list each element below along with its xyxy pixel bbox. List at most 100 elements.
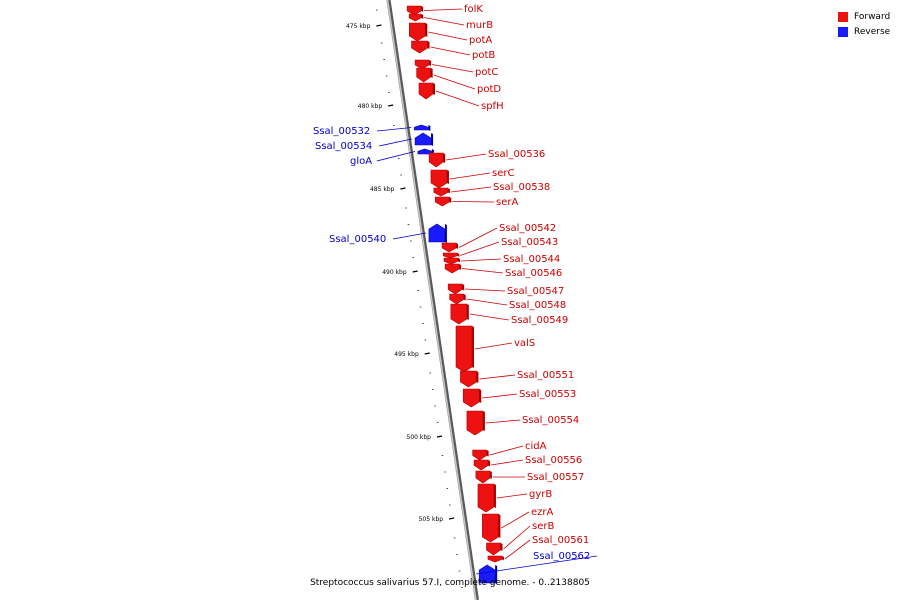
gene-leader-line [424, 8, 463, 11]
gene-glyph [414, 124, 429, 131]
gene-Ssal_00534: Ssal_00534 [315, 132, 434, 152]
gene-label: Ssal_00534 [315, 141, 372, 152]
legend-item-forward: Forward [838, 9, 890, 24]
gene-glyph [428, 152, 444, 168]
gene-glyph [482, 513, 499, 543]
gene-Ssal_00532: Ssal_00532 [313, 124, 431, 137]
gene-Ssal_00549: Ssal_00549 [450, 303, 568, 326]
tick-mark [412, 270, 418, 273]
gene-glyph-side [489, 471, 492, 479]
gene-glyph-side [428, 125, 431, 131]
legend-item-reverse: Reverse [838, 24, 890, 39]
gene-label: Ssal_00553 [519, 389, 576, 400]
tick-495-kbp: 495 kbp [394, 351, 430, 358]
gene-label: Ssal_00536 [488, 149, 545, 160]
gene-glyph-side [429, 60, 432, 66]
gene-glyph [418, 82, 434, 100]
gene-Ssal_00540: Ssal_00540 [329, 223, 447, 245]
gene-glyph [417, 148, 433, 155]
gene-serC: serC [430, 168, 514, 189]
tick-475-kbp: 475 kbp [346, 23, 382, 30]
gene-label: Ssal_00557 [527, 472, 584, 483]
gene-label: serB [532, 521, 554, 532]
gene-leader-line [446, 153, 487, 161]
gene-leader-line [489, 445, 524, 456]
tick-label: 490 kbp [382, 269, 407, 276]
gene-Ssal_00562: Ssal_00562 [476, 551, 598, 584]
gene-glyph-side [456, 243, 459, 249]
tick-label: 485 kbp [370, 186, 395, 193]
gene-label: gyrB [529, 489, 552, 500]
gene-serB: serB [486, 521, 554, 556]
gene-label: Ssal_00556 [525, 455, 582, 466]
gene-glyph [430, 169, 448, 189]
gene-label: Ssal_00547 [507, 286, 564, 297]
tick-mark [388, 104, 394, 107]
gene-potC: potC [414, 59, 498, 78]
tick-490-kbp: 490 kbp [382, 269, 418, 276]
tick-label: 475 kbp [346, 23, 371, 30]
gene-label: potB [472, 50, 495, 61]
gene-valS: valS [455, 325, 535, 373]
gene-Ssal_00536: Ssal_00536 [428, 149, 545, 168]
gene-glyph-side [443, 153, 446, 163]
gene-glyph [434, 196, 450, 207]
forward-swatch [838, 11, 848, 22]
gene-glyph [472, 449, 487, 461]
gene-glyph-side [425, 23, 428, 37]
gene-Ssal_00543: Ssal_00543 [442, 237, 558, 259]
gene-glyph-side [444, 224, 447, 243]
gene-Ssal_00557: Ssal_00557 [475, 470, 584, 484]
gene-glyph-side [488, 460, 491, 467]
gene-label: potA [469, 35, 492, 46]
tick-480-kbp: 480 kbp [358, 103, 394, 110]
gene-leader-line [461, 258, 502, 262]
gene-label: Ssal_00549 [511, 315, 568, 326]
gene-glyph-side [449, 197, 452, 203]
gene-glyph-side [493, 484, 496, 508]
gene-murB: murB [408, 13, 493, 31]
backbone-shadow [386, 0, 479, 600]
gene-leader-line [503, 525, 531, 550]
gene-label: Ssal_00540 [329, 234, 386, 245]
strand-legend: Forward Reverse [838, 9, 890, 39]
legend-label-reverse: Reverse [854, 26, 891, 37]
gene-leader-line [432, 64, 474, 73]
gene-label: Ssal_00544 [503, 254, 560, 265]
position-ticks: 475 kbp 480 kbp 485 kbp 490 kbp 495 kbp 500 k… [346, 9, 463, 588]
gene-glyph-side [421, 6, 424, 12]
gene-leader-line [449, 172, 491, 180]
tick-label: 480 kbp [358, 103, 383, 110]
gene-leader-line [476, 555, 598, 575]
gene-label: serA [496, 197, 518, 208]
gene-label: valS [514, 338, 535, 349]
gene-Ssal_00546: Ssal_00546 [444, 263, 562, 279]
gene-leader-line [501, 511, 530, 529]
gene-label: Ssal_00532 [313, 126, 370, 137]
gene-leader-line [430, 46, 471, 56]
gene-leader-line [392, 232, 426, 240]
gene-leader-line [482, 393, 518, 399]
gene-glyph-side [432, 83, 435, 95]
gene-glyph [433, 187, 449, 197]
gene-glyph [414, 132, 432, 146]
gene-leader-line [462, 268, 504, 274]
gene-glyph [408, 13, 422, 22]
gene-glyph [487, 555, 503, 563]
gene-label: folK [464, 4, 483, 15]
gene-glyph [462, 388, 480, 408]
gene-glyph-side [430, 68, 433, 78]
gene-glyph [441, 242, 457, 253]
genome-backbone [386, 0, 479, 600]
gene-glyph-side [447, 188, 450, 194]
gene-cidA: cidA [472, 441, 547, 461]
gene-glyph [460, 370, 477, 388]
gene-leader-line [485, 419, 521, 424]
gene-glyph [428, 223, 446, 243]
tick-mark [400, 187, 406, 190]
tick-label: 500 kbp [407, 434, 432, 441]
gene-glyph [416, 67, 431, 83]
gene-potA: potA [409, 22, 492, 46]
gene-glyph-side [479, 389, 482, 403]
tick-label: 495 kbp [394, 351, 419, 358]
